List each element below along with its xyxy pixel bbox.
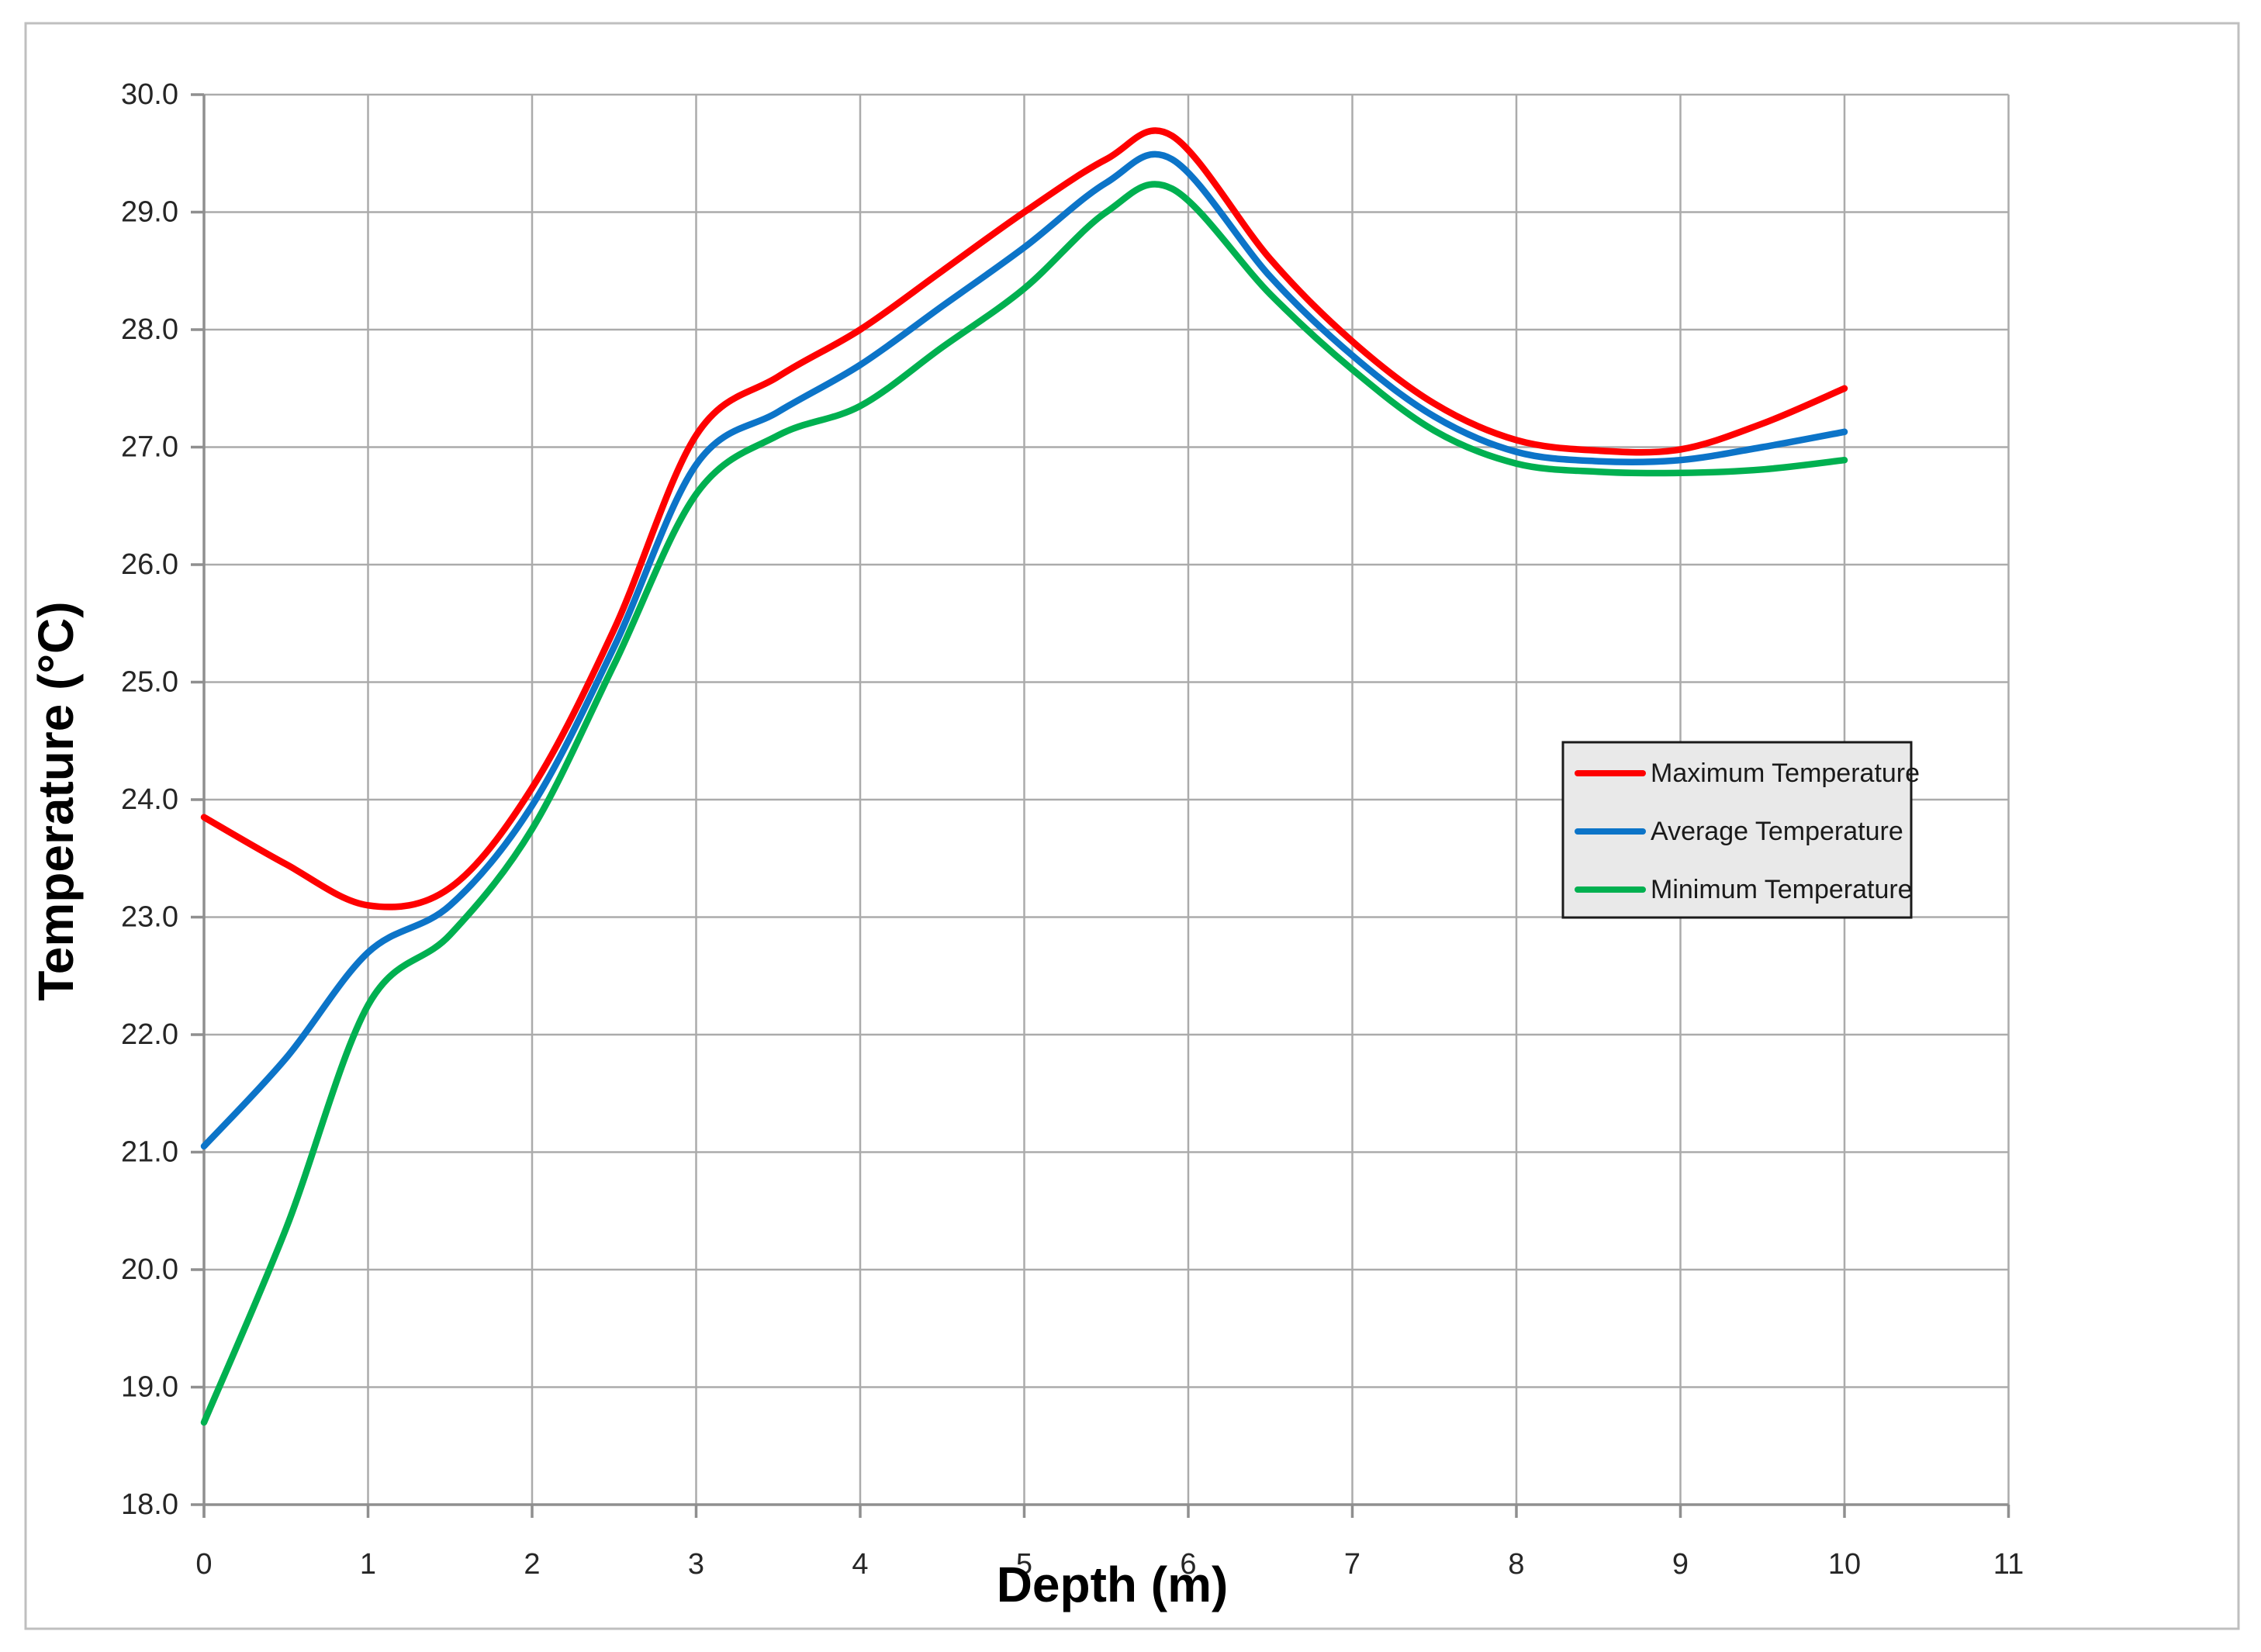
legend-item-label: Minimum Temperature <box>1651 875 1913 904</box>
x-axis-title: Depth (m) <box>997 1557 1229 1612</box>
y-tick-label: 29.0 <box>121 196 178 229</box>
y-tick-label: 18.0 <box>121 1488 178 1521</box>
x-tick-label: 11 <box>1993 1548 2024 1581</box>
y-tick-label: 20.0 <box>121 1253 178 1286</box>
series-line-minimum-temperature <box>200 181 1848 1426</box>
figure-border <box>24 22 2240 1630</box>
legend-item-label: Maximum Temperature <box>1651 759 1920 788</box>
series-line-average-temperature <box>200 150 1848 1150</box>
x-tick-label: 7 <box>1344 1548 1360 1581</box>
x-tick-label: 1 <box>360 1548 376 1581</box>
x-tick-label: 8 <box>1508 1548 1524 1581</box>
y-tick-label: 30.0 <box>121 78 178 111</box>
legend-item-label: Average Temperature <box>1651 817 1903 846</box>
y-tick-label: 25.0 <box>121 666 178 699</box>
x-tick-label: 10 <box>1828 1548 1861 1581</box>
y-tick-label: 21.0 <box>121 1136 178 1169</box>
y-tick-label: 28.0 <box>121 313 178 346</box>
y-tick-label: 19.0 <box>121 1371 178 1404</box>
y-tick-label: 24.0 <box>121 783 178 816</box>
x-tick-label: 3 <box>688 1548 704 1581</box>
y-tick-label: 27.0 <box>121 431 178 464</box>
series-line-maximum-temperature <box>200 127 1848 911</box>
y-tick-label: 22.0 <box>121 1018 178 1051</box>
x-tick-label: 5 <box>1016 1548 1032 1581</box>
x-tick-label: 4 <box>852 1548 868 1581</box>
y-axis-title: Temperature (°C) <box>28 601 84 1001</box>
y-tick-label: 23.0 <box>121 901 178 934</box>
x-tick-label: 2 <box>524 1548 540 1581</box>
x-tick-label: 9 <box>1672 1548 1689 1581</box>
x-tick-label: 0 <box>195 1548 212 1581</box>
y-tick-label: 26.0 <box>121 548 178 581</box>
x-tick-label: 6 <box>1180 1548 1196 1581</box>
